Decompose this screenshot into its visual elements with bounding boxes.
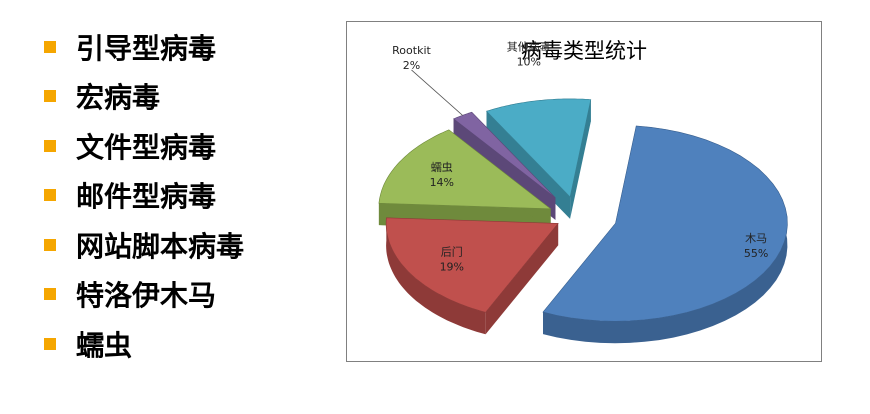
slice-value-label: 10%: [517, 56, 541, 69]
virus-type-item: 文件型病毒: [44, 121, 244, 171]
square-bullet-icon: [44, 139, 56, 152]
pie-chart-frame: 病毒类型统计 木马 55% 后门 19% 蠕虫 14% Rootkit 2% 其他病毒 10%: [346, 21, 822, 362]
slice-name-label: Rootkit: [392, 44, 431, 57]
slice-value-label: 14%: [430, 176, 454, 189]
virus-type-label: 文件型病毒: [76, 130, 217, 164]
pie-slice: [385, 217, 559, 335]
virus-type-label: 网站脚本病毒: [76, 229, 245, 263]
virus-type-item: 引导型病毒: [44, 22, 244, 72]
slice-value-label: 55%: [744, 247, 768, 260]
slice-name-label: 木马: [745, 232, 767, 245]
virus-type-label: 引导型病毒: [76, 31, 217, 65]
virus-type-item: 邮件型病毒: [44, 171, 244, 221]
slice-value-label: 2%: [403, 59, 420, 72]
virus-type-label: 邮件型病毒: [76, 180, 217, 214]
square-bullet-icon: [44, 238, 56, 251]
rootkit-leader-line: [411, 69, 463, 116]
square-bullet-icon: [44, 189, 56, 202]
square-bullet-icon: [44, 40, 56, 53]
virus-type-label: 特洛伊木马: [76, 279, 217, 313]
slice-name-label: 蠕虫: [431, 161, 453, 174]
virus-type-item: 特洛伊木马: [44, 270, 244, 320]
virus-type-item: 蠕虫: [44, 319, 244, 369]
square-bullet-icon: [44, 337, 56, 350]
virus-type-label: 蠕虫: [76, 328, 133, 362]
virus-type-label: 宏病毒: [76, 81, 161, 115]
virus-type-item: 宏病毒: [44, 72, 244, 122]
chart-title: 病毒类型统计: [521, 39, 647, 63]
square-bullet-icon: [44, 90, 56, 103]
slice-value-label: 19%: [440, 261, 464, 274]
slice-name-label: 后门: [441, 245, 463, 259]
virus-type-list: 引导型病毒宏病毒文件型病毒邮件型病毒网站脚本病毒 特洛伊木马蠕虫: [44, 22, 244, 369]
square-bullet-icon: [44, 288, 56, 301]
slice-name-label: 其他病毒: [507, 40, 551, 54]
pie-chart: 病毒类型统计 木马 55% 后门 19% 蠕虫 14% Rootkit 2% 其他病毒 10%: [378, 39, 788, 344]
virus-type-item: 网站脚本病毒: [44, 220, 244, 270]
pie-slice: [542, 125, 788, 344]
